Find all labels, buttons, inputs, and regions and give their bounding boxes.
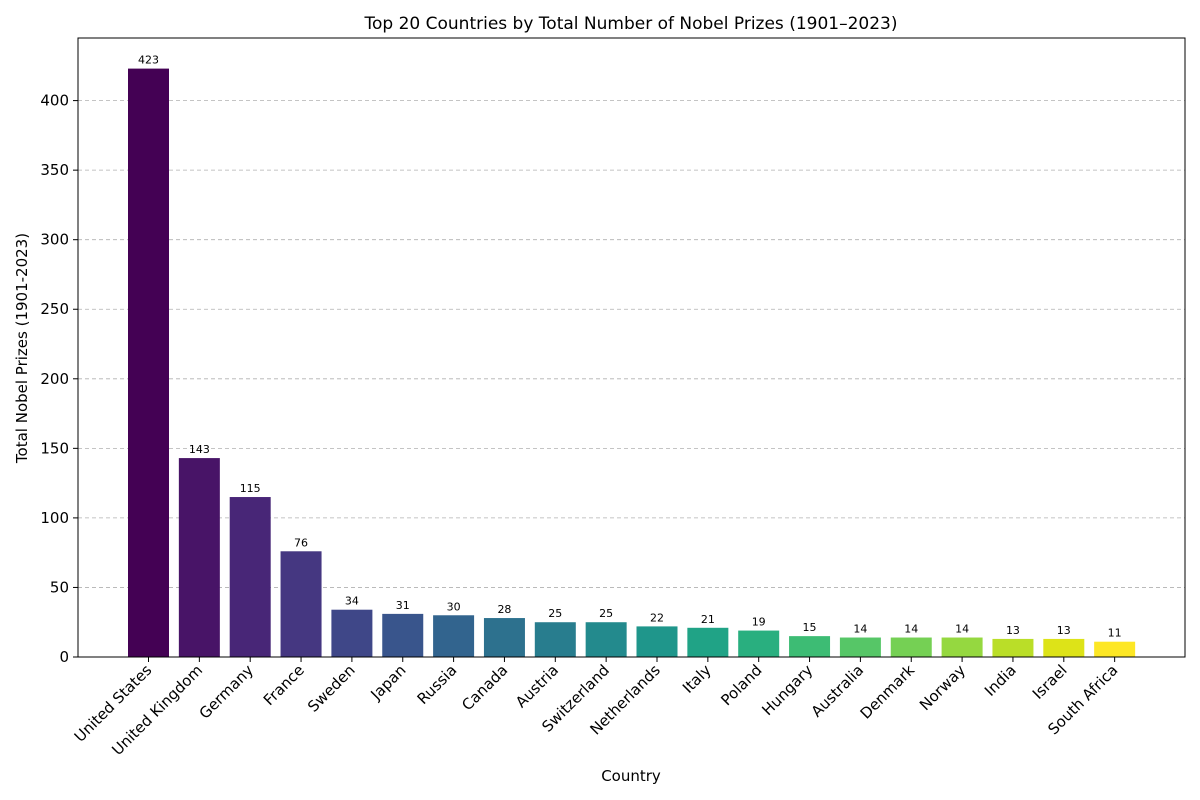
bar — [789, 636, 831, 657]
x-tick-label: Sweden — [304, 661, 359, 716]
x-tick-label: India — [981, 661, 1020, 700]
bar — [992, 638, 1034, 657]
y-tick-label: 250 — [40, 300, 69, 318]
x-tick-label: Germany — [196, 661, 258, 723]
bar-value-label: 14 — [955, 623, 969, 636]
bar-value-label: 19 — [752, 616, 766, 629]
x-tick-label: Italy — [679, 661, 715, 697]
bar-value-label: 25 — [599, 607, 613, 620]
bar — [941, 637, 983, 657]
bar — [229, 497, 271, 657]
y-tick-label: 300 — [40, 231, 69, 249]
x-tick-label: Norway — [916, 661, 969, 714]
x-tick-label: Hungary — [758, 661, 816, 719]
chart-title: Top 20 Countries by Total Number of Nobe… — [364, 14, 898, 34]
plot-frame — [77, 37, 1186, 658]
bar — [178, 458, 220, 657]
bar-value-label: 13 — [1057, 624, 1071, 637]
y-tick-label: 350 — [40, 161, 69, 179]
y-axis-ticks: 0 50 100 150 200 250 300 350 400 — [40, 92, 78, 666]
bar-value-label: 15 — [803, 621, 817, 634]
x-tick-label: Canada — [458, 661, 511, 714]
bar — [331, 609, 373, 657]
bar — [534, 622, 576, 657]
x-axis-label: Country — [601, 767, 661, 785]
bar — [839, 637, 881, 657]
bar-value-label: 34 — [345, 595, 359, 608]
y-tick-label: 0 — [59, 648, 69, 666]
bar-labels-layer: 423 143 115 76 34 31 30 28 25 25 22 21 19 15 14 14 14 13 1… — [138, 54, 1122, 640]
bar — [1094, 641, 1136, 657]
x-tick-label: United Kingdom — [108, 661, 206, 759]
bar — [1043, 638, 1085, 657]
x-tick-label: Israel — [1029, 661, 1071, 703]
bar-value-label: 115 — [240, 482, 261, 495]
bar — [738, 630, 780, 657]
bar — [128, 68, 169, 658]
bar-value-label: 11 — [1108, 627, 1122, 640]
y-tick-label: 100 — [40, 509, 69, 527]
bar — [382, 613, 424, 657]
bar — [483, 618, 525, 657]
x-tick-label: Russia — [414, 661, 461, 708]
y-tick-label: 200 — [40, 370, 69, 388]
bar-value-label: 28 — [497, 603, 511, 616]
bar-value-label: 76 — [294, 536, 308, 549]
y-tick-label: 400 — [40, 92, 69, 110]
y-tick-label: 150 — [40, 439, 69, 457]
bar — [433, 615, 475, 657]
y-tick-label: 50 — [50, 578, 69, 596]
x-tick-label: Japan — [367, 661, 410, 704]
x-tick-label: Austria — [512, 661, 562, 711]
bar-value-label: 30 — [447, 600, 461, 613]
x-tick-label: France — [260, 661, 308, 709]
bar-value-label: 31 — [396, 599, 410, 612]
x-tick-label: Poland — [717, 661, 765, 709]
x-tick-label: Denmark — [857, 661, 919, 723]
bar-value-label: 14 — [904, 623, 918, 636]
bars-layer — [128, 68, 1136, 658]
bar-value-label: 423 — [138, 54, 159, 67]
y-axis-label: Total Nobel Prizes (1901-2023) — [13, 233, 31, 464]
bar — [636, 626, 678, 657]
bar — [890, 637, 932, 657]
bar-value-label: 14 — [853, 623, 867, 636]
bar — [585, 622, 627, 657]
bar-value-label: 22 — [650, 611, 664, 624]
bar-value-label: 13 — [1006, 624, 1020, 637]
bar-value-label: 21 — [701, 613, 715, 626]
bar-value-label: 143 — [189, 443, 210, 456]
bar — [687, 627, 729, 657]
bar — [280, 551, 322, 657]
bar-value-label: 25 — [548, 607, 562, 620]
